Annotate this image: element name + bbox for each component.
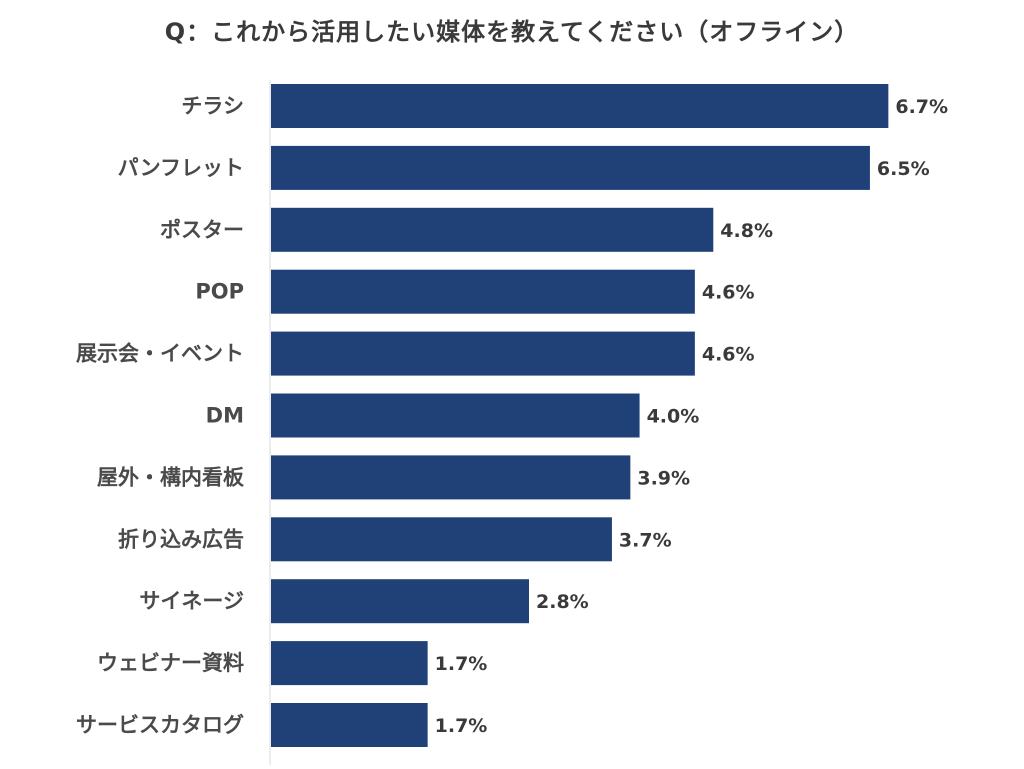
category-label-6: 屋外・構内看板: [97, 465, 245, 489]
category-label-8: サイネージ: [139, 589, 244, 613]
bar-10: [271, 703, 428, 747]
category-label-2: ポスター: [160, 218, 244, 242]
bar-8: [271, 579, 529, 624]
value-label-6: 3.9%: [637, 467, 690, 489]
bars-layer: チラシ 6.7% パンフレット 6.5% ポスター 4.8% POP 4.6% 展示会・イベント…: [76, 84, 948, 747]
bar-4: [271, 331, 695, 376]
bar-6: [271, 455, 631, 500]
category-label-3: POP: [195, 280, 244, 304]
category-label-10: サービスカタログ: [76, 713, 244, 737]
bar-0: [271, 84, 889, 128]
bar-2: [271, 207, 714, 252]
category-label-9: ウェビナー資料: [97, 651, 244, 675]
value-label-5: 4.0%: [647, 406, 700, 428]
value-label-7: 3.7%: [619, 529, 672, 551]
value-label-1: 6.5%: [877, 158, 930, 180]
category-label-0: チラシ: [181, 94, 244, 118]
category-label-5: DM: [206, 404, 244, 428]
bar-9: [271, 641, 428, 686]
bar-1: [271, 145, 870, 190]
value-label-2: 4.8%: [720, 220, 773, 242]
chart-title: Q：これから活用したい媒体を教えてください（オフライン）: [164, 18, 860, 46]
category-label-7: 折り込み広告: [118, 527, 244, 551]
category-label-1: パンフレット: [118, 156, 244, 180]
value-label-3: 4.6%: [702, 282, 755, 304]
bar-3: [271, 269, 695, 314]
value-label-4: 4.6%: [702, 344, 755, 366]
bar-5: [271, 393, 640, 438]
value-label-10: 1.7%: [435, 715, 488, 737]
bar-7: [271, 517, 612, 562]
category-label-4: 展示会・イベント: [76, 342, 244, 366]
value-label-0: 6.7%: [895, 96, 948, 118]
value-label-9: 1.7%: [435, 653, 488, 675]
value-label-8: 2.8%: [536, 591, 589, 613]
